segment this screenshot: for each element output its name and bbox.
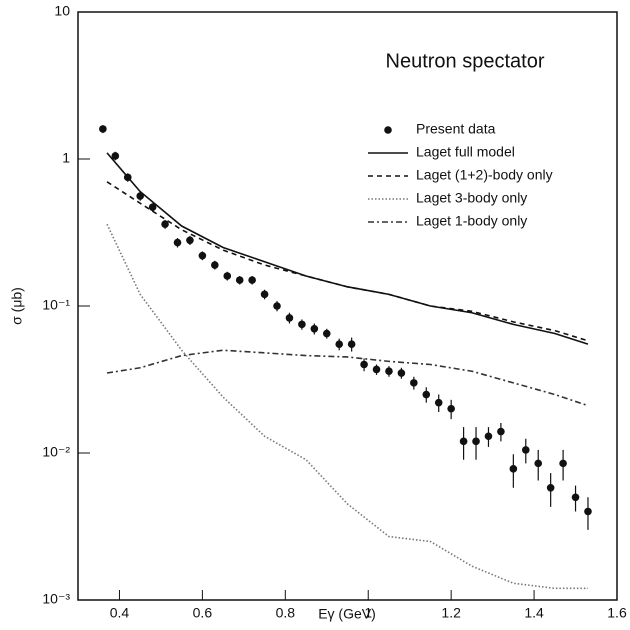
plot-frame bbox=[77, 11, 618, 601]
data-point bbox=[459, 437, 468, 446]
data-point bbox=[434, 398, 443, 407]
y-axis-label: σ (μb) bbox=[9, 287, 25, 325]
data-point bbox=[559, 459, 567, 468]
data-point bbox=[111, 152, 120, 160]
data-point bbox=[546, 483, 555, 492]
data-point bbox=[186, 236, 194, 245]
x-tick-label: 1.6 bbox=[607, 605, 627, 621]
legend-label: Present data bbox=[416, 121, 496, 137]
data-point bbox=[148, 203, 157, 212]
data-point bbox=[484, 432, 493, 441]
data-point bbox=[360, 360, 368, 369]
x-tick-label: 1.2 bbox=[441, 605, 461, 621]
data-point bbox=[347, 340, 356, 348]
legend-label: Laget 1-body only bbox=[416, 213, 527, 229]
annotation: Neutron spectator bbox=[386, 50, 545, 72]
data-point bbox=[410, 379, 418, 387]
x-tick-label: 0.8 bbox=[276, 605, 296, 621]
data-point bbox=[422, 390, 431, 399]
series-line bbox=[106, 223, 588, 590]
x-tick-label: 1.4 bbox=[524, 605, 544, 621]
y-tick-label: 10⁻¹ bbox=[42, 297, 70, 313]
data-point bbox=[322, 329, 331, 338]
data-point bbox=[472, 437, 480, 446]
x-axis-label: Eγ (GeV) bbox=[318, 606, 376, 622]
data-point bbox=[248, 276, 256, 284]
legend-marker bbox=[384, 126, 392, 134]
data-point bbox=[298, 320, 306, 329]
data-point bbox=[397, 369, 406, 377]
data-point bbox=[534, 459, 543, 468]
data-point bbox=[161, 220, 169, 229]
y-tick-label: 10⁻³ bbox=[42, 591, 70, 607]
legend-label: Laget (1+2)-body only bbox=[416, 167, 553, 183]
x-tick-label: 0.4 bbox=[110, 605, 130, 621]
x-tick-label: 1 bbox=[364, 605, 372, 621]
legend-label: Laget full model bbox=[416, 144, 515, 160]
data-point bbox=[99, 125, 107, 133]
y-tick-label: 1 bbox=[62, 150, 70, 166]
data-point bbox=[198, 251, 207, 260]
data-point bbox=[223, 272, 232, 280]
y-tick-label: 10 bbox=[54, 3, 70, 19]
data-point bbox=[285, 314, 294, 322]
data-point bbox=[273, 302, 281, 310]
data-point bbox=[310, 324, 319, 333]
data-point bbox=[211, 261, 219, 269]
data-point bbox=[385, 367, 393, 376]
data-point bbox=[173, 238, 182, 247]
data-point bbox=[335, 340, 344, 348]
series-line bbox=[106, 349, 589, 407]
data-point bbox=[497, 427, 505, 436]
data-point bbox=[235, 276, 244, 284]
data-point bbox=[260, 290, 269, 299]
data-point bbox=[584, 507, 592, 516]
data-point bbox=[447, 404, 455, 413]
data-point bbox=[372, 365, 381, 374]
x-tick-label: 0.6 bbox=[193, 605, 213, 621]
legend-label: Laget 3-body only bbox=[416, 190, 527, 206]
y-tick-label: 10⁻² bbox=[42, 444, 70, 460]
data-point bbox=[509, 465, 518, 473]
data-point bbox=[571, 493, 580, 502]
series-line bbox=[106, 181, 589, 342]
data-point bbox=[521, 446, 530, 454]
